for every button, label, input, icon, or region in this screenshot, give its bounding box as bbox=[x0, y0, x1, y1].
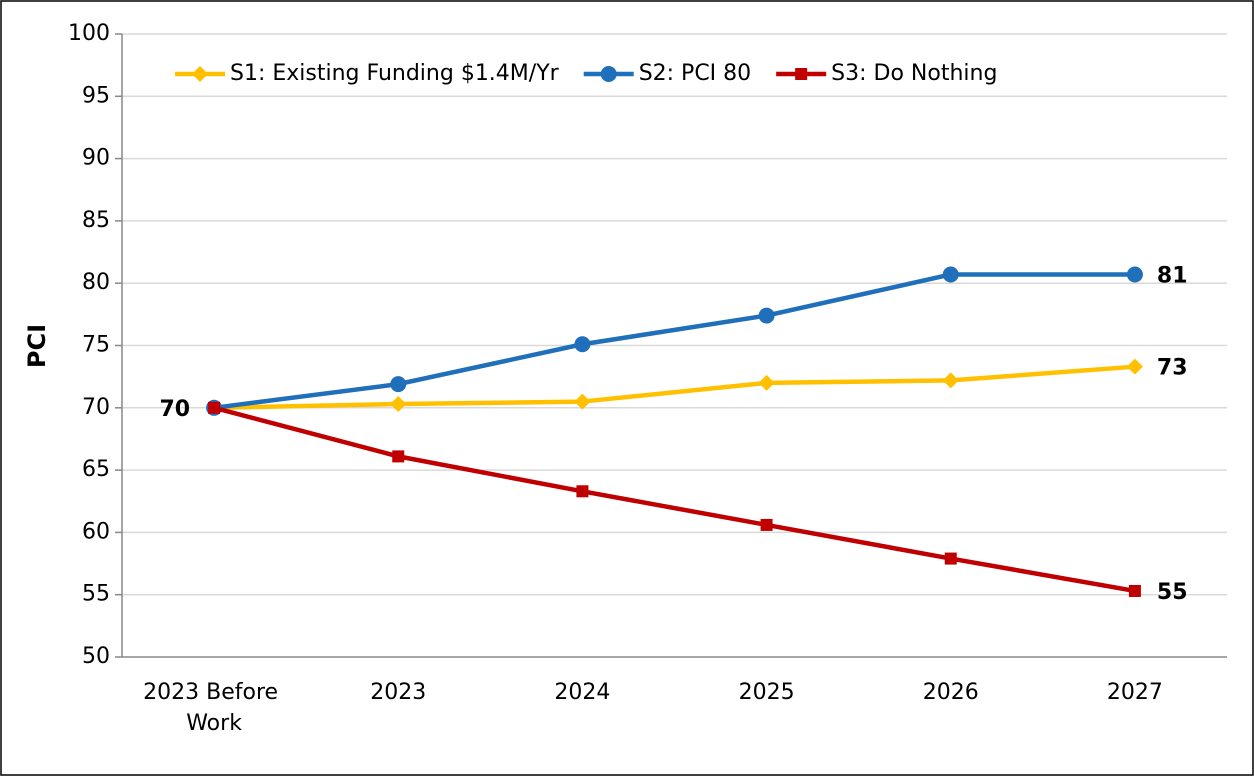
data-point bbox=[942, 266, 959, 283]
data-label: 73 bbox=[1157, 356, 1188, 381]
legend-item: S1: Existing Funding $1.4M/Yr bbox=[175, 61, 560, 86]
data-point bbox=[574, 336, 591, 353]
data-point bbox=[1126, 266, 1143, 283]
y-tick-label: 85 bbox=[82, 208, 110, 233]
y-tick-label: 75 bbox=[82, 333, 110, 358]
series-line bbox=[213, 405, 1136, 594]
y-tick-label: 60 bbox=[82, 519, 110, 544]
legend-item: S3: Do Nothing bbox=[776, 61, 997, 86]
data-point bbox=[208, 401, 221, 414]
y-tick-label: 50 bbox=[82, 644, 110, 669]
data-point bbox=[758, 307, 775, 324]
y-tick-label: 90 bbox=[82, 146, 110, 171]
y-tick-label: 100 bbox=[68, 21, 110, 46]
legend-marker bbox=[192, 66, 208, 82]
legend-marker bbox=[600, 66, 617, 82]
data-label: 70 bbox=[159, 397, 190, 422]
data-point bbox=[758, 374, 775, 391]
data-point bbox=[574, 393, 591, 410]
y-tick-label: 70 bbox=[82, 395, 110, 420]
series-line bbox=[214, 364, 1136, 411]
x-tick-label: 2025 bbox=[739, 680, 795, 705]
x-tick-label-line: Work bbox=[186, 711, 242, 736]
x-tick-label: 2023 Before Work bbox=[143, 680, 285, 736]
data-point bbox=[944, 552, 957, 565]
data-label: 55 bbox=[1157, 580, 1188, 605]
x-tick-label: 2023 bbox=[370, 680, 426, 705]
data-point bbox=[390, 376, 407, 393]
data-point bbox=[576, 485, 589, 498]
x-tick-label: 2026 bbox=[923, 680, 979, 705]
data-point bbox=[760, 518, 773, 531]
y-tick-label: 80 bbox=[82, 270, 110, 295]
x-tick-label: 2027 bbox=[1107, 680, 1163, 705]
legend-label: S2: PCI 80 bbox=[639, 61, 751, 86]
series-line bbox=[213, 272, 1135, 411]
legend-item: S2: PCI 80 bbox=[583, 61, 751, 86]
legend-label: S3: Do Nothing bbox=[831, 61, 997, 86]
y-tick-label: 95 bbox=[82, 83, 110, 108]
data-point bbox=[942, 372, 959, 389]
x-tick-label: 2024 bbox=[554, 680, 610, 705]
data-point bbox=[1128, 584, 1141, 597]
x-tick-label-line: 2023 Before bbox=[143, 680, 285, 705]
y-tick-label: 65 bbox=[82, 457, 110, 482]
legend-label: S1: Existing Funding $1.4M/Yr bbox=[230, 61, 560, 86]
y-axis-label: PCI bbox=[23, 324, 51, 368]
legend-marker bbox=[795, 68, 808, 80]
data-point bbox=[392, 450, 405, 463]
data-point bbox=[1126, 358, 1143, 375]
data-label: 81 bbox=[1157, 263, 1188, 288]
data-point bbox=[390, 396, 407, 413]
y-tick-label: 55 bbox=[82, 582, 110, 607]
